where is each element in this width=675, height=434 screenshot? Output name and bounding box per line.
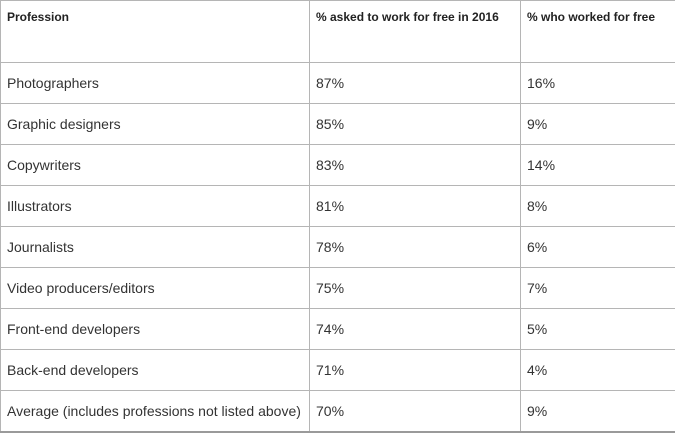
cell-worked-free: 9% bbox=[520, 103, 675, 145]
cell-profession: Copywriters bbox=[0, 144, 310, 186]
cell-profession: Average (includes professions not listed… bbox=[0, 390, 310, 433]
cell-worked-free: 4% bbox=[520, 349, 675, 391]
header-profession: Profession bbox=[0, 0, 310, 63]
cell-profession: Journalists bbox=[0, 226, 310, 268]
header-asked-free: % asked to work for free in 2016 bbox=[309, 0, 521, 63]
cell-profession: Photographers bbox=[0, 62, 310, 104]
table-row: Illustrators 81% 8% bbox=[0, 185, 675, 227]
cell-worked-free: 8% bbox=[520, 185, 675, 227]
cell-asked-free: 78% bbox=[309, 226, 521, 268]
cell-worked-free: 7% bbox=[520, 267, 675, 309]
cell-profession: Front-end developers bbox=[0, 308, 310, 350]
cell-worked-free: 14% bbox=[520, 144, 675, 186]
table-row: Journalists 78% 6% bbox=[0, 226, 675, 268]
table-row: Copywriters 83% 14% bbox=[0, 144, 675, 186]
cell-worked-free: 6% bbox=[520, 226, 675, 268]
cell-worked-free: 16% bbox=[520, 62, 675, 104]
table-row-average: Average (includes professions not listed… bbox=[0, 390, 675, 433]
table-row: Photographers 87% 16% bbox=[0, 62, 675, 104]
cell-asked-free: 71% bbox=[309, 349, 521, 391]
cell-profession: Graphic designers bbox=[0, 103, 310, 145]
cell-asked-free: 70% bbox=[309, 390, 521, 433]
header-worked-free: % who worked for free bbox=[520, 0, 675, 63]
cell-worked-free: 5% bbox=[520, 308, 675, 350]
cell-asked-free: 87% bbox=[309, 62, 521, 104]
table-row: Video producers/editors 75% 7% bbox=[0, 267, 675, 309]
cell-profession: Back-end developers bbox=[0, 349, 310, 391]
cell-asked-free: 83% bbox=[309, 144, 521, 186]
table-row: Graphic designers 85% 9% bbox=[0, 103, 675, 145]
cell-worked-free: 9% bbox=[520, 390, 675, 433]
table-row: Front-end developers 74% 5% bbox=[0, 308, 675, 350]
cell-asked-free: 74% bbox=[309, 308, 521, 350]
cell-profession: Video producers/editors bbox=[0, 267, 310, 309]
cell-asked-free: 85% bbox=[309, 103, 521, 145]
table-row: Back-end developers 71% 4% bbox=[0, 349, 675, 391]
cell-profession: Illustrators bbox=[0, 185, 310, 227]
cell-asked-free: 75% bbox=[309, 267, 521, 309]
header-row: Profession % asked to work for free in 2… bbox=[0, 0, 675, 63]
cell-asked-free: 81% bbox=[309, 185, 521, 227]
